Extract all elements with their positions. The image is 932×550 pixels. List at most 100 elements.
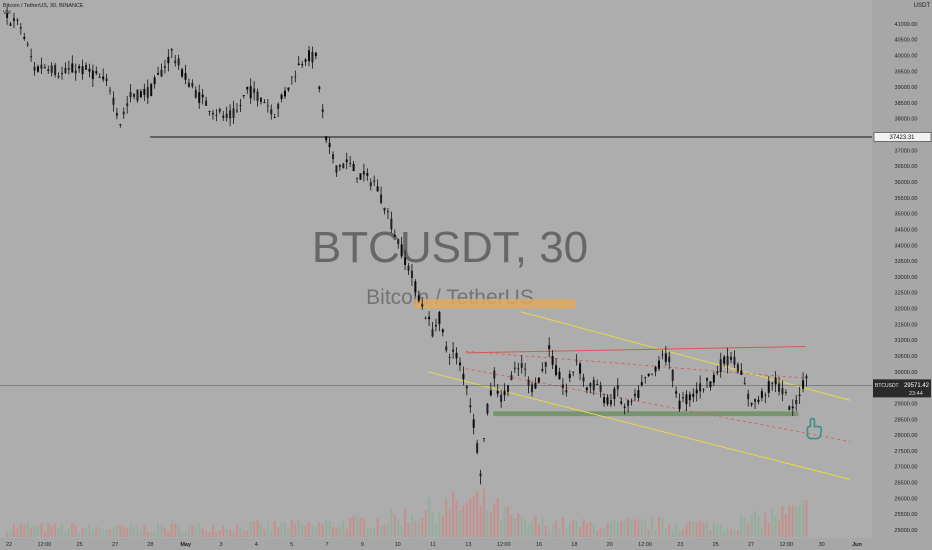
candle-body [657, 360, 660, 369]
candle-body [654, 366, 657, 372]
supply-zone [414, 299, 576, 309]
volume-bar [366, 528, 369, 537]
volume-bar [64, 531, 67, 537]
candle-body [177, 58, 180, 66]
candle-body [273, 117, 276, 119]
volume-bar [129, 524, 132, 537]
volume-bar [225, 529, 228, 537]
volume-bar [651, 517, 654, 537]
price-scale-background[interactable] [872, 0, 932, 550]
volume-bar [633, 518, 637, 537]
candle-body [280, 94, 283, 99]
volume-bar [318, 522, 321, 537]
candle-body [290, 76, 293, 78]
volume-bar [266, 521, 269, 537]
candle-body [112, 97, 115, 105]
volume-bar [156, 522, 160, 537]
time-tick-label: 30 [819, 542, 825, 548]
price-tick-label: 32500.00 [895, 291, 918, 297]
candle-body [685, 394, 688, 405]
volume-bar [757, 516, 760, 537]
candle-body [181, 69, 184, 77]
time-tick-label: 3 [219, 542, 222, 548]
candle-body [702, 389, 705, 391]
time-axis-background[interactable] [0, 538, 872, 550]
price-tick-label: 35500.00 [895, 196, 918, 202]
candle-body [551, 356, 554, 365]
volume-bar [736, 530, 739, 537]
level-tag-box [873, 132, 932, 142]
price-tick-label: 41000.00 [895, 22, 918, 28]
volume-bar [441, 516, 444, 537]
candle-body [9, 23, 12, 26]
volume-bar [565, 528, 568, 537]
candle-body [719, 359, 722, 373]
volume-bar [393, 514, 396, 537]
volume-bar [500, 519, 503, 537]
time-tick-label: May [180, 542, 192, 548]
level-tag-value: 37423.31 [889, 135, 915, 141]
volume-bar [352, 515, 355, 537]
last-price-tag-box [873, 379, 931, 398]
candle-body [266, 105, 269, 107]
candle-body [404, 257, 407, 265]
candle-body [613, 388, 616, 399]
candle-body [534, 382, 537, 389]
volume-bar [431, 512, 434, 537]
candle-body [678, 400, 681, 409]
candle-body [486, 403, 489, 414]
volume-bar [544, 525, 547, 537]
time-tick-label: 12:00 [497, 542, 511, 548]
volume-bar [253, 521, 256, 537]
volume-bar [578, 526, 582, 537]
volume-bar [180, 532, 184, 537]
candle-body [239, 105, 242, 107]
volume-bar [630, 519, 633, 537]
volume-bar [482, 488, 486, 537]
volume-bar [489, 512, 492, 537]
last-price-tag[interactable]: BTCUSDT 29571.42 23:44 [873, 379, 931, 398]
time-tick-label: 4 [255, 542, 258, 548]
volume-bar [184, 531, 187, 537]
volume-bar [71, 523, 74, 537]
candle-body [308, 50, 311, 62]
price-tick-label: 32000.00 [895, 307, 918, 313]
candle-body [397, 239, 400, 245]
candle-body [297, 63, 300, 65]
volume-bar [448, 509, 451, 537]
candle-body [85, 64, 88, 70]
volume-bar [16, 528, 19, 537]
volume-bar [417, 521, 420, 537]
candle-body [26, 43, 29, 45]
candle-body [709, 381, 712, 388]
watermark-symbol: BTCUSDT, 30 [312, 223, 588, 272]
candle-body [414, 281, 417, 293]
candle-body [699, 383, 702, 392]
candle-body [98, 76, 101, 78]
candle-body [747, 393, 750, 400]
candle-body [544, 362, 547, 367]
volume-bar [88, 524, 91, 537]
last-price-value: 29571.42 [904, 383, 930, 389]
price-tick-label: 33000.00 [895, 275, 918, 281]
candle-body [541, 369, 544, 371]
candle-body [383, 207, 386, 211]
level-price-tag[interactable]: 37423.31 [873, 132, 932, 142]
price-tick-label: 27000.00 [895, 465, 918, 471]
candle-body [606, 397, 609, 405]
volume-bar [585, 523, 589, 537]
price-tick-label: 39000.00 [895, 85, 918, 91]
candle-body [774, 377, 777, 385]
candle-body [407, 265, 410, 271]
candle-body [616, 385, 619, 390]
hand-pointer-icon [806, 417, 823, 440]
candle-body [410, 270, 413, 279]
candle-body [362, 171, 365, 175]
volume-bar [383, 525, 386, 537]
candle-body [393, 234, 396, 237]
volume-bar [675, 524, 678, 537]
volume-bar [373, 527, 376, 537]
candle-body [500, 394, 503, 402]
